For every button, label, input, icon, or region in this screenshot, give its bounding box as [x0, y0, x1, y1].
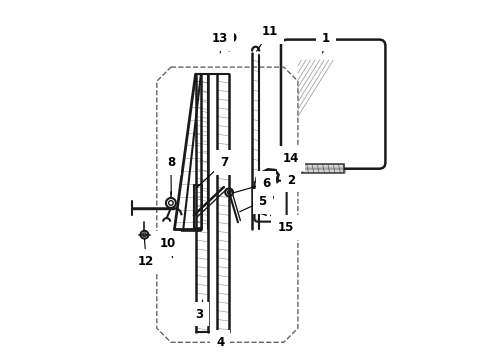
Text: 9: 9 [228, 32, 237, 51]
Text: 6: 6 [234, 177, 270, 193]
Text: 1: 1 [322, 32, 330, 53]
Text: 2: 2 [287, 166, 300, 186]
Text: 11: 11 [257, 25, 278, 51]
Text: 4: 4 [216, 333, 224, 349]
Text: 12: 12 [138, 239, 154, 267]
Text: 5: 5 [240, 195, 267, 212]
Text: 15: 15 [270, 215, 294, 234]
Bar [287, 164, 344, 173]
Text: 10: 10 [159, 237, 175, 258]
Text: 3: 3 [195, 300, 203, 320]
Text: 14: 14 [276, 152, 299, 170]
Text: 13: 13 [212, 32, 228, 53]
Text: 8: 8 [167, 156, 175, 194]
Text: 7: 7 [197, 156, 228, 187]
